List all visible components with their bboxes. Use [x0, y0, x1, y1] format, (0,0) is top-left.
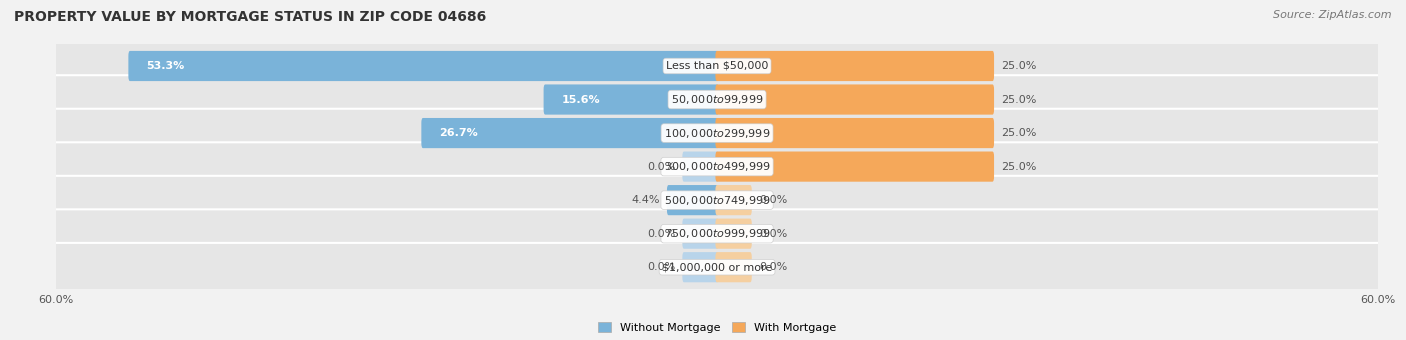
Text: 26.7%: 26.7%: [440, 128, 478, 138]
Text: 4.4%: 4.4%: [631, 195, 659, 205]
Text: 0.0%: 0.0%: [759, 262, 787, 272]
FancyBboxPatch shape: [42, 109, 1392, 157]
Text: 0.0%: 0.0%: [647, 262, 675, 272]
Text: 0.0%: 0.0%: [647, 229, 675, 239]
Text: Less than $50,000: Less than $50,000: [666, 61, 768, 71]
FancyBboxPatch shape: [666, 185, 718, 215]
Text: Source: ZipAtlas.com: Source: ZipAtlas.com: [1274, 10, 1392, 20]
Text: 0.0%: 0.0%: [759, 229, 787, 239]
Text: $750,000 to $999,999: $750,000 to $999,999: [664, 227, 770, 240]
FancyBboxPatch shape: [42, 142, 1392, 191]
FancyBboxPatch shape: [42, 176, 1392, 224]
Text: 25.0%: 25.0%: [1001, 95, 1036, 104]
Text: 0.0%: 0.0%: [647, 162, 675, 172]
Text: 15.6%: 15.6%: [562, 95, 600, 104]
Text: 25.0%: 25.0%: [1001, 61, 1036, 71]
Text: 25.0%: 25.0%: [1001, 162, 1036, 172]
FancyBboxPatch shape: [716, 252, 752, 282]
Text: 25.0%: 25.0%: [1001, 128, 1036, 138]
FancyBboxPatch shape: [716, 185, 752, 215]
FancyBboxPatch shape: [422, 118, 718, 148]
Legend: Without Mortgage, With Mortgage: Without Mortgage, With Mortgage: [593, 318, 841, 337]
Text: 0.0%: 0.0%: [759, 195, 787, 205]
Text: 53.3%: 53.3%: [146, 61, 184, 71]
FancyBboxPatch shape: [544, 84, 718, 115]
Text: $300,000 to $499,999: $300,000 to $499,999: [664, 160, 770, 173]
FancyBboxPatch shape: [42, 209, 1392, 258]
FancyBboxPatch shape: [716, 84, 994, 115]
FancyBboxPatch shape: [42, 75, 1392, 124]
FancyBboxPatch shape: [42, 243, 1392, 291]
FancyBboxPatch shape: [716, 51, 994, 81]
FancyBboxPatch shape: [682, 219, 718, 249]
FancyBboxPatch shape: [682, 252, 718, 282]
Text: PROPERTY VALUE BY MORTGAGE STATUS IN ZIP CODE 04686: PROPERTY VALUE BY MORTGAGE STATUS IN ZIP…: [14, 10, 486, 24]
Text: $1,000,000 or more: $1,000,000 or more: [662, 262, 772, 272]
FancyBboxPatch shape: [716, 118, 994, 148]
FancyBboxPatch shape: [42, 42, 1392, 90]
Text: $100,000 to $299,999: $100,000 to $299,999: [664, 126, 770, 139]
FancyBboxPatch shape: [716, 219, 752, 249]
Text: $500,000 to $749,999: $500,000 to $749,999: [664, 194, 770, 207]
Text: $50,000 to $99,999: $50,000 to $99,999: [671, 93, 763, 106]
FancyBboxPatch shape: [128, 51, 718, 81]
FancyBboxPatch shape: [682, 152, 718, 182]
FancyBboxPatch shape: [716, 152, 994, 182]
